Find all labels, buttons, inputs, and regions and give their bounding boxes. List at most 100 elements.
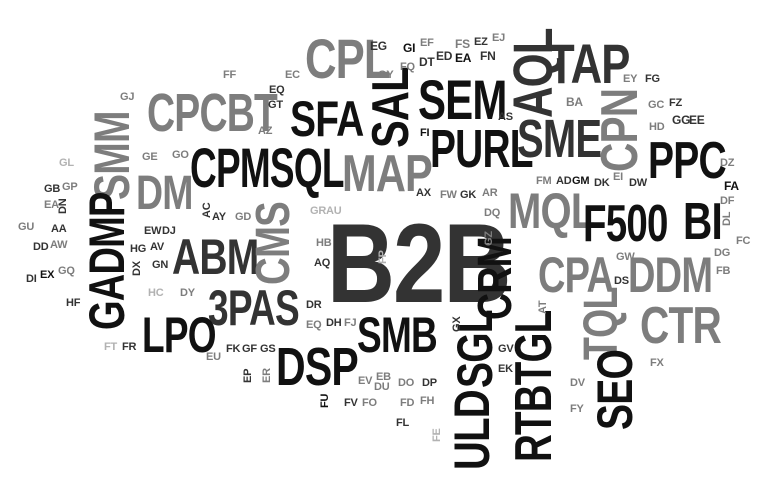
word-fo: FO [362,397,377,409]
word-dw: DW [629,177,647,189]
word-ey: EY [623,73,638,85]
word-cpl: CPL [305,27,391,90]
word-aw: AW [50,239,68,251]
word-fk: FK [226,343,241,355]
word-gu: GU [18,221,35,233]
word-ff: FF [223,69,236,81]
word-av: AV [150,241,165,253]
word-rtbtgl: RTBTGL [505,310,563,462]
word-smb: SMB [357,307,438,363]
word-ec: EC [285,69,300,81]
word-fi: FI [420,127,430,139]
word-gt: GT [268,99,283,111]
word-dd: DD [33,241,49,253]
word-gz: GZ [483,231,495,246]
word-ef: EF [420,37,434,49]
word-gj: GJ [120,91,135,103]
word-ex: EX [40,269,55,281]
word-fm: FM [536,175,552,187]
word-gs: GS [260,343,276,355]
word-fl: FL [396,417,409,429]
word-eq2: EQ [306,319,322,331]
word-ei: EI [613,171,623,183]
word-dg: DG [714,247,731,259]
word-fw: FW [440,189,457,201]
word-fr: FR [122,341,137,353]
word-ed: ED [436,49,453,63]
word-dh: DH [326,317,342,329]
word-fd: FD [400,397,415,409]
word-dk: DK [594,177,610,189]
word-dp: DP [422,377,437,389]
word-uld: ULD [444,390,500,470]
word-dy: DY [180,287,195,299]
word-hf: HF [66,297,81,309]
word-gq: GQ [58,265,75,277]
word-eu: EU [206,351,221,363]
word-sme: SME [517,109,602,169]
word-fc: FC [736,235,751,247]
word-ew: EW [144,225,162,237]
word-ee: EE [689,113,705,127]
word-ddm: DDM [628,247,713,303]
word-fx: FX [650,357,664,369]
word-ev: EV [358,375,373,387]
word-seo: SEO [587,349,643,430]
word-hd: HD [649,121,665,133]
word-ax: AX [416,187,431,199]
word-gy: GY [378,69,394,81]
word-fn: FN [480,49,496,63]
word-hc: HC [148,287,164,299]
word-ft: FT [104,341,117,353]
word-dv: DV [570,377,585,389]
word-at: AT [537,300,549,314]
word-gp: GP [62,181,78,193]
word-aq: AQ [314,257,331,269]
word-ar: AR [482,187,498,199]
word-dx: DX [131,261,143,276]
word-az: AZ [258,125,273,137]
word-di: DI [26,273,37,285]
word-gadmp: GADMP [79,192,135,330]
word-ctr: CTR [640,297,722,355]
word-tap: TAP [548,32,630,95]
word-gd: GD [235,211,252,223]
word-do: DO [398,377,415,389]
word-bi: BI [683,193,723,251]
word-dz: DZ [720,157,735,169]
word-smm: SMM [84,111,140,200]
word-mql: MQL [508,183,595,239]
word-eb: EB [376,371,391,383]
word-ej: EJ [492,32,506,44]
word-hg: HG [130,243,147,255]
word-fy: FY [570,403,584,415]
word-ep: EP [242,368,254,383]
word-gk: GK [460,189,477,201]
word-gm: GM [572,175,590,187]
word-gl: GL [59,157,74,169]
word-ez: EZ [474,36,488,48]
word-sfa: SFA [290,91,364,147]
word-eg: EG [370,39,387,53]
word-er: ER [261,368,273,383]
word-du: DU [374,381,390,393]
word-ea2: EA [44,199,59,211]
word-fb: FB [716,265,731,277]
word-aql: AQL [501,28,564,118]
word-gg: GG [672,113,691,127]
word-ek: EK [498,363,513,375]
word-3pas: 3PAS [208,280,300,336]
word-cms: CMS [247,201,300,285]
word-dl: DL [721,211,733,226]
word-dm: DM [136,167,193,220]
word-fa: FA [724,179,739,193]
word-dr: DR [306,299,322,311]
word-dq: DQ [484,207,501,219]
word-cpcbt: CPCBT [147,83,278,143]
word-fv: FV [344,397,358,409]
word-df: DF [720,195,735,207]
word-map: MAP [342,145,433,203]
word-cpmsql: CPMSQL [190,136,344,199]
word-gn: GN [152,259,169,271]
